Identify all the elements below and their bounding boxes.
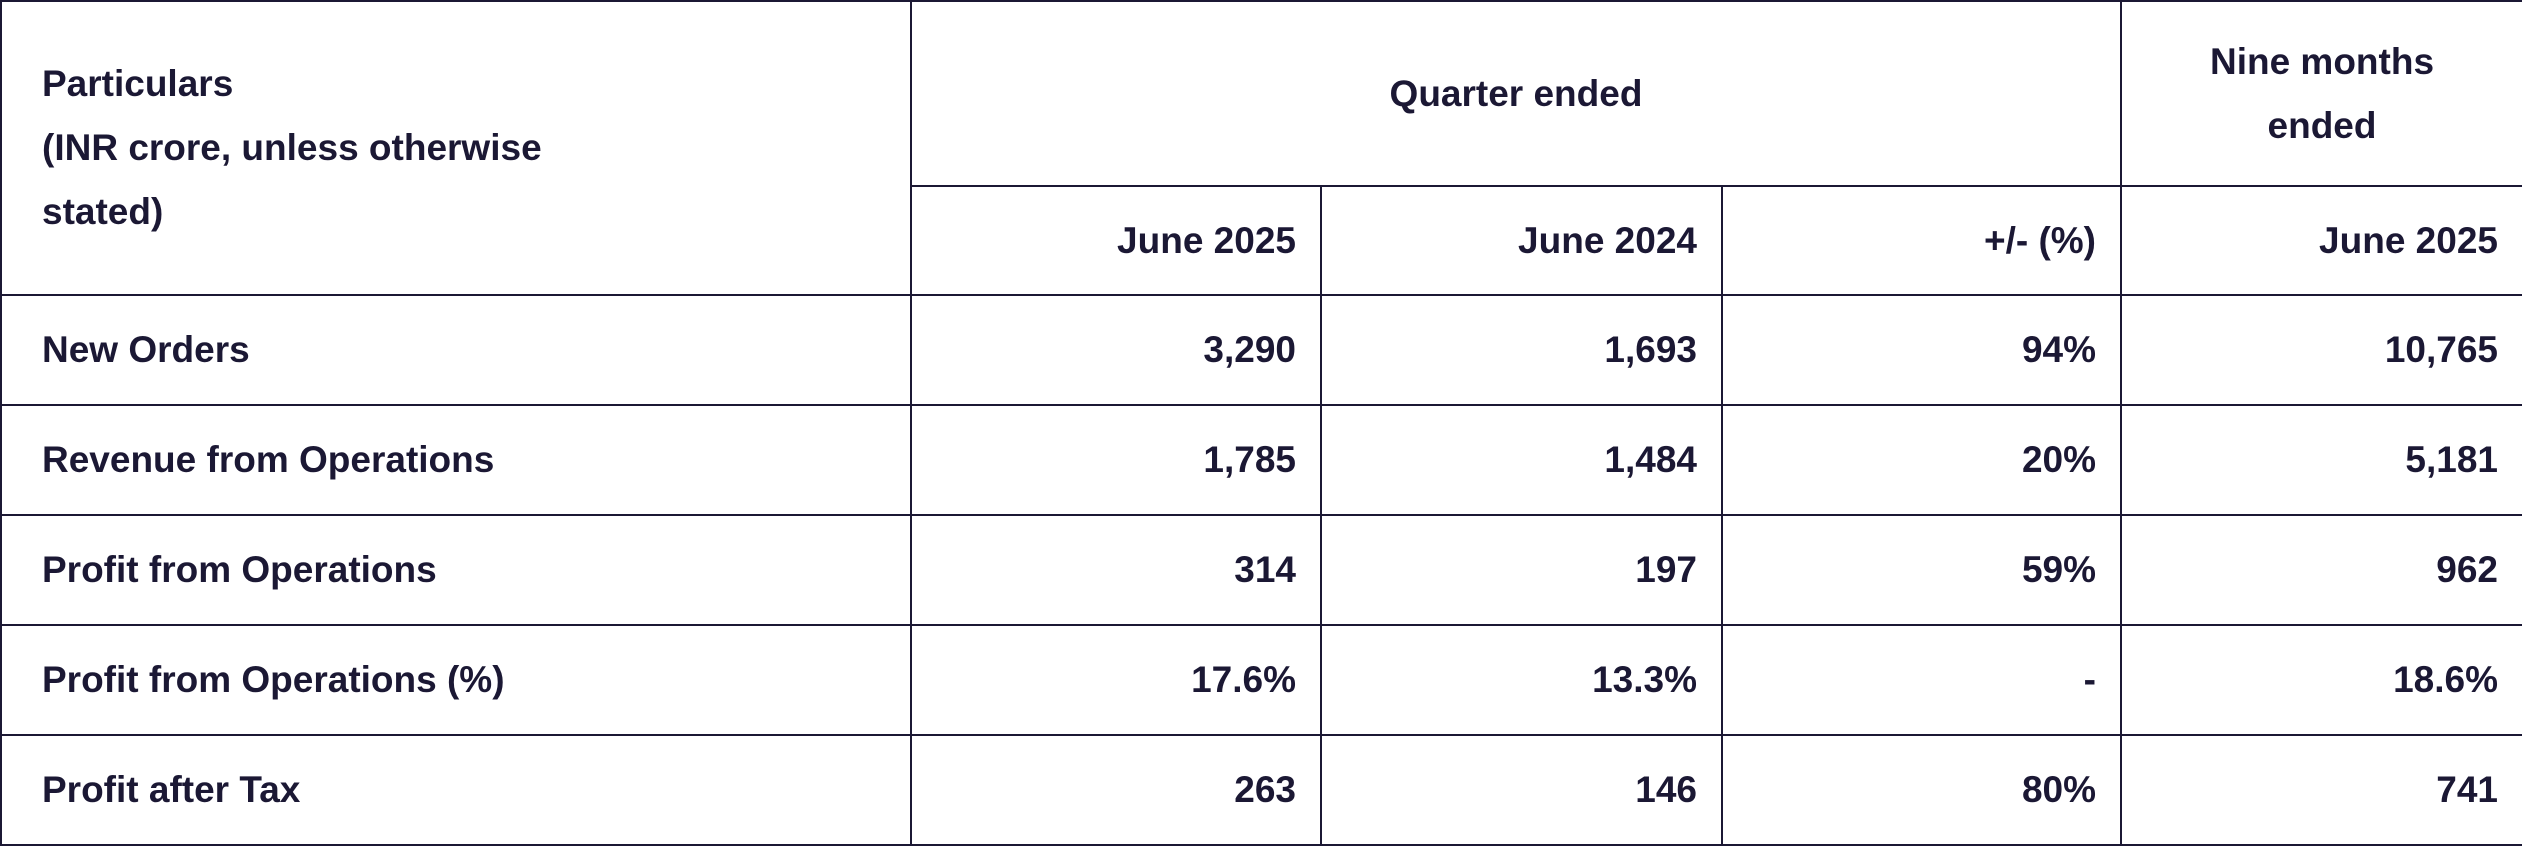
cell-value: 94%: [1721, 294, 2122, 406]
nine-months-header-cell: Nine months ended: [2120, 0, 2522, 187]
column-header: +/- (%): [1721, 185, 2122, 296]
row-label: Revenue from Operations: [0, 404, 912, 516]
data-row: Profit from Operations 314 197 59% 962: [0, 514, 2522, 626]
cell-value: 59%: [1721, 514, 2122, 626]
cell-value: 13.3%: [1320, 624, 1723, 736]
cell-value: 5,181: [2120, 404, 2522, 516]
data-row: New Orders 3,290 1,693 94% 10,765: [0, 294, 2522, 406]
data-row: Profit from Operations (%) 17.6% 13.3% -18.…: [0, 624, 2522, 736]
row-label: Profit after Tax: [0, 734, 912, 846]
column-header: June 2025: [910, 185, 1322, 296]
data-row: Profit after Tax 263 146 80% 741: [0, 734, 2522, 846]
cell-value: 18.6%: [2120, 624, 2522, 736]
column-header: June 2024: [1320, 185, 1723, 296]
cell-value: 1,693: [1320, 294, 1723, 406]
row-label: Profit from Operations: [0, 514, 912, 626]
header-row: Particulars (INR crore, unless otherwise…: [0, 0, 2522, 296]
subheader-row: June 2025 June 2024 +/- (%) June 2025: [1, 185, 2522, 296]
cell-value: 962: [2120, 514, 2522, 626]
cell-value: 741: [2120, 734, 2522, 846]
column-header: June 2025: [2120, 185, 2522, 296]
cell-value: 20%: [1721, 404, 2122, 516]
cell-value: 197: [1320, 514, 1723, 626]
cell-value: 10,765: [2120, 294, 2522, 406]
unit-note: (INR crore, unless otherwise stated): [42, 127, 542, 232]
cell-value: 263: [910, 734, 1322, 846]
particulars: Particulars: [42, 63, 234, 104]
particulars-cell: Particulars (INR crore, unless otherwise…: [0, 0, 912, 296]
quarter-header: Quarter ended: [910, 0, 2122, 187]
cell-value: 3,290: [910, 294, 1322, 406]
cell-value: 314: [910, 514, 1322, 626]
cell-value: -: [1721, 624, 2122, 736]
row-label: Profit from Operations (%): [0, 624, 912, 736]
cell-value: 17.6%: [910, 624, 1322, 736]
cell-value: 1,785: [910, 404, 1322, 516]
cell-value: 80%: [1721, 734, 2122, 846]
nine-months-header: Nine months ended: [2209, 40, 2435, 146]
row-label: New Orders: [0, 294, 912, 406]
data-row: Revenue from Operations 1,785 1,484 20% 5,18…: [0, 404, 2522, 516]
cell-value: 146: [1320, 734, 1723, 846]
cell-value: 1,484: [1320, 404, 1723, 516]
